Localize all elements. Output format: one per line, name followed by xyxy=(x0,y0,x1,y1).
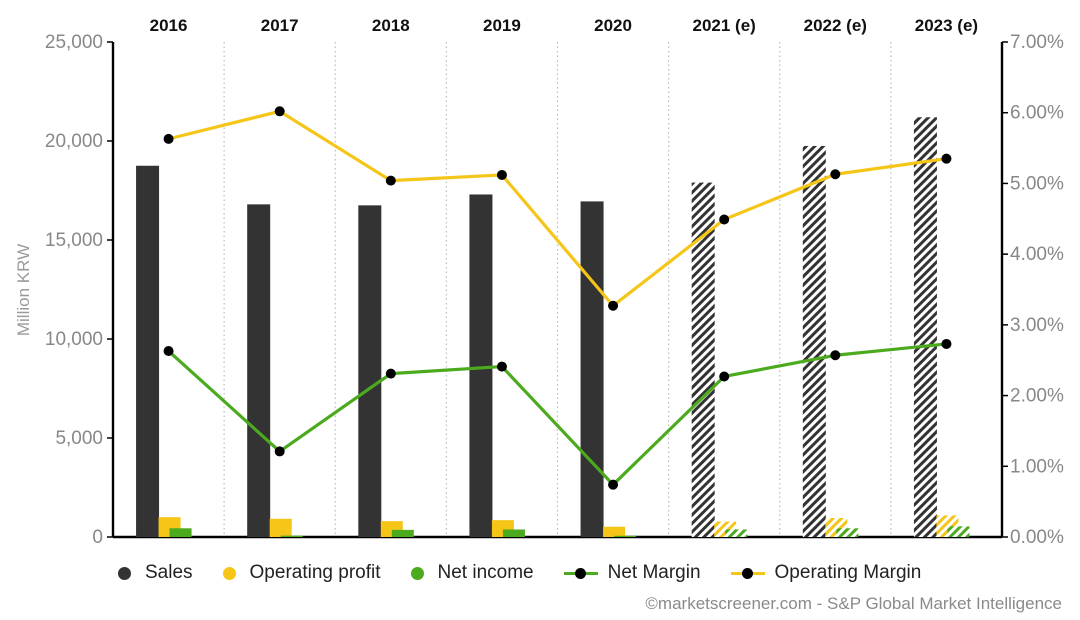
category-label-2019: 2019 xyxy=(483,16,521,35)
bar-sales-2016 xyxy=(136,165,160,537)
bar-net-income-2020 xyxy=(614,535,637,537)
legend-item-operating-margin[interactable]: Operating Margin xyxy=(730,562,922,584)
y-tick-label-left: 20,000 xyxy=(45,131,103,152)
y-tick-label-left: 5,000 xyxy=(55,428,103,449)
point-operating-margin-2017 xyxy=(274,106,285,117)
point-net-margin-2017 xyxy=(274,446,285,457)
legend-item-net-margin[interactable]: Net Margin xyxy=(563,562,701,584)
legend-swatch-operating-margin xyxy=(730,567,765,580)
category-label-2023-e: 2023 (e) xyxy=(915,16,978,35)
category-label-2016: 2016 xyxy=(150,16,188,35)
point-net-margin-2016 xyxy=(163,346,174,357)
y-axis-label: Million KRW xyxy=(14,243,33,337)
legend-swatch-net-margin xyxy=(563,567,598,580)
point-net-margin-2018 xyxy=(385,368,396,379)
bar-sales-2019 xyxy=(469,194,493,537)
category-label-2021-e: 2021 (e) xyxy=(693,16,756,35)
bar-net-income-2017 xyxy=(280,535,303,537)
legend-label-net-margin: Net Margin xyxy=(607,562,701,583)
bar-net-income-2016 xyxy=(169,528,192,537)
legend-swatch-net-income xyxy=(410,566,424,580)
bar-net-income-2022-e xyxy=(836,528,859,537)
bar-sales-2023-e xyxy=(913,117,937,538)
legend-swatch-operating-profit xyxy=(222,566,236,580)
category-label-2020: 2020 xyxy=(594,16,632,35)
y-tick-label-right: 2.00% xyxy=(1010,386,1064,407)
bar-sales-2020 xyxy=(580,201,604,537)
y-tick-label-right: 5.00% xyxy=(1010,173,1064,194)
legend-label-net-income: Net income xyxy=(437,562,534,583)
bar-net-income-2023-e xyxy=(947,526,970,537)
line-operating-margin xyxy=(168,109,947,308)
bar-sales-2022-e xyxy=(802,145,826,537)
point-operating-margin-2018 xyxy=(385,175,396,186)
chart-legend: Sales Operating profit Net income Net Ma… xyxy=(118,560,951,586)
source-credit: ©marketscreener.com - S&P Global Market … xyxy=(645,594,1062,613)
point-operating-margin-2023-e xyxy=(941,153,952,164)
y-tick-label-left: 10,000 xyxy=(45,329,103,350)
y-tick-label-right: 0.00% xyxy=(1010,527,1064,548)
y-tick-label-left: 25,000 xyxy=(45,32,103,53)
legend-swatch-sales xyxy=(118,566,131,580)
bar-sales-2021-e xyxy=(691,182,715,537)
legend-label-operating-margin: Operating Margin xyxy=(774,562,922,583)
bar-sales-2017 xyxy=(247,204,271,538)
legend-item-operating-profit[interactable]: Operating profit xyxy=(222,562,381,584)
bar-net-income-2021-e xyxy=(725,529,748,537)
point-net-margin-2019 xyxy=(496,361,507,372)
bar-sales-2018 xyxy=(358,205,382,537)
legend-item-net-income[interactable]: Net income xyxy=(410,562,534,584)
point-net-margin-2021-e xyxy=(719,371,730,382)
legend-label-sales: Sales xyxy=(145,562,193,583)
point-operating-margin-2021-e xyxy=(719,214,730,225)
y-tick-label-right: 4.00% xyxy=(1010,244,1064,265)
point-operating-margin-2020 xyxy=(608,300,619,311)
point-net-margin-2023-e xyxy=(941,338,952,349)
legend-item-sales[interactable]: Sales xyxy=(118,562,193,584)
point-net-margin-2022-e xyxy=(830,350,841,361)
category-label-2017: 2017 xyxy=(261,16,299,35)
point-net-margin-2020 xyxy=(608,479,619,490)
category-label-2018: 2018 xyxy=(372,16,410,35)
y-tick-label-right: 6.00% xyxy=(1010,103,1064,124)
category-label-2022-e: 2022 (e) xyxy=(804,16,867,35)
bar-net-income-2019 xyxy=(502,529,525,537)
bar-operating-profit-2017 xyxy=(269,518,292,537)
point-operating-margin-2016 xyxy=(163,133,174,144)
line-net-margin xyxy=(167,342,947,487)
bar-net-income-2018 xyxy=(391,529,414,537)
y-tick-label-right: 3.00% xyxy=(1010,315,1064,336)
point-operating-margin-2022-e xyxy=(830,169,841,180)
point-operating-margin-2019 xyxy=(496,169,507,180)
bar-operating-profit-2020 xyxy=(603,526,626,537)
y-tick-label-right: 1.00% xyxy=(1010,456,1064,477)
legend-label-operating-profit: Operating profit xyxy=(249,562,381,583)
y-tick-label-left: 0 xyxy=(92,527,103,548)
y-tick-label-left: 15,000 xyxy=(45,230,103,251)
y-tick-label-right: 7.00% xyxy=(1010,32,1064,53)
